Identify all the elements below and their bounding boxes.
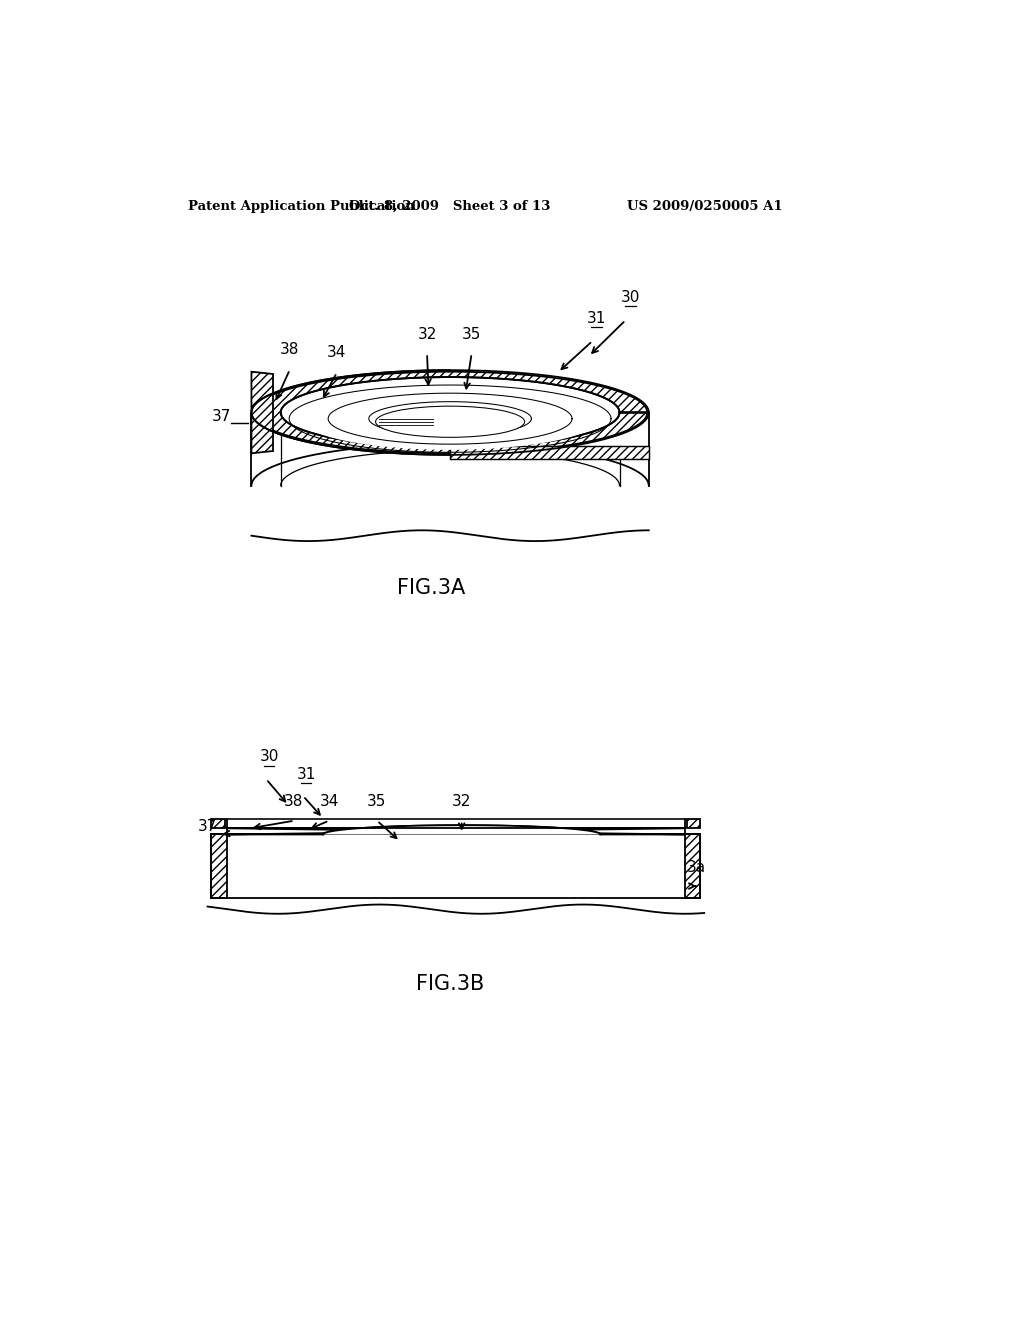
- Polygon shape: [211, 818, 225, 829]
- Text: FIG.3A: FIG.3A: [396, 578, 465, 598]
- Polygon shape: [226, 825, 685, 834]
- Polygon shape: [323, 825, 600, 834]
- Text: 30: 30: [259, 750, 279, 764]
- Text: US 2009/0250005 A1: US 2009/0250005 A1: [628, 199, 782, 213]
- Polygon shape: [451, 446, 649, 459]
- Text: 32: 32: [418, 326, 436, 342]
- Text: Oct. 8, 2009   Sheet 3 of 13: Oct. 8, 2009 Sheet 3 of 13: [349, 199, 551, 213]
- Text: 30: 30: [621, 289, 640, 305]
- Polygon shape: [211, 834, 226, 898]
- Ellipse shape: [301, 388, 599, 450]
- Text: 38: 38: [281, 342, 300, 358]
- Polygon shape: [686, 818, 700, 829]
- Text: 3a: 3a: [687, 859, 707, 874]
- Text: 35: 35: [368, 795, 387, 809]
- Text: 34: 34: [319, 795, 339, 809]
- Text: 37: 37: [198, 820, 217, 834]
- Ellipse shape: [281, 378, 620, 447]
- Text: 35: 35: [462, 326, 481, 342]
- Polygon shape: [226, 834, 685, 898]
- Text: 34: 34: [328, 345, 346, 360]
- Text: 31: 31: [296, 767, 315, 781]
- Text: 37: 37: [212, 409, 231, 424]
- Text: 38: 38: [284, 795, 303, 809]
- Text: 32: 32: [452, 795, 471, 809]
- Ellipse shape: [376, 407, 524, 437]
- Text: 31: 31: [587, 312, 606, 326]
- Text: FIG.3B: FIG.3B: [416, 974, 484, 994]
- Polygon shape: [685, 834, 700, 898]
- Polygon shape: [253, 372, 647, 453]
- Text: Patent Application Publication: Patent Application Publication: [188, 199, 415, 213]
- Polygon shape: [252, 372, 273, 453]
